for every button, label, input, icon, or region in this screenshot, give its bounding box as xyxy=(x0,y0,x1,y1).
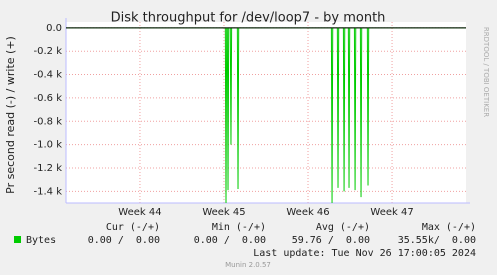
x-tick-label: Week 44 xyxy=(118,207,161,218)
y-tick-label: -0.4 k xyxy=(34,70,63,81)
y-tick-label: -0.2 k xyxy=(34,46,63,57)
y-tick-label: -0.6 k xyxy=(34,93,63,104)
y-tick-label: -1.2 k xyxy=(34,163,63,174)
plot-area xyxy=(66,22,466,203)
data-line xyxy=(66,27,466,204)
legend-header: Min (-/+) xyxy=(212,222,266,233)
last-update: Last update: Tue Nov 26 17:00:05 2024 xyxy=(253,248,476,259)
side-label: RRDTOOL / TOBI OETIKER xyxy=(482,27,490,117)
legend-header: Max (-/+) xyxy=(422,222,476,233)
legend-value: 35.55k/ 0.00 xyxy=(398,235,476,246)
legend-entry: Bytes xyxy=(26,235,56,246)
legend-value: 0.00 / 0.00 xyxy=(88,235,160,246)
x-tick-label: Week 46 xyxy=(286,207,329,218)
legend-value: 0.00 / 0.00 xyxy=(194,235,266,246)
legend-header: Avg (-/+) xyxy=(316,222,370,233)
x-tick-label: Week 47 xyxy=(370,207,413,218)
y-axis-label: Pr second read (-) / write (+) xyxy=(4,36,17,194)
y-tick-label: 0.0 xyxy=(46,23,62,34)
legend-value: 59.76 / 0.00 xyxy=(292,235,370,246)
y-tick-label: -0.8 k xyxy=(34,116,63,127)
x-tick-label: Week 45 xyxy=(202,207,245,218)
footer: Munin 2.0.57 xyxy=(225,261,271,269)
chart-title: Disk throughput for /dev/loop7 - by mont… xyxy=(111,11,386,26)
y-tick-label: -1.0 k xyxy=(34,140,63,151)
legend-swatch xyxy=(14,236,21,243)
legend-header: Cur (-/+) xyxy=(106,222,160,233)
y-tick-label: -1.4 k xyxy=(34,186,63,197)
